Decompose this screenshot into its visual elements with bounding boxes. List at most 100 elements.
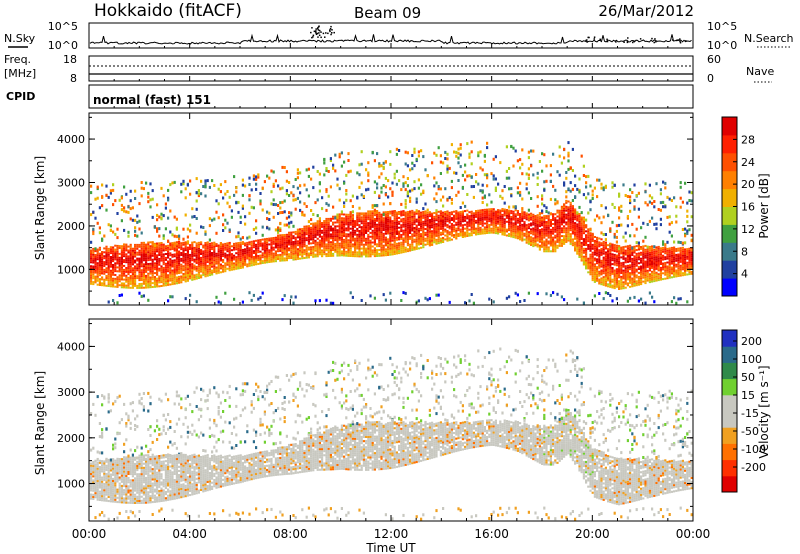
x-tick-label: 04:00: [172, 527, 207, 541]
noise-search-dot: [615, 41, 617, 43]
velocity-colorbar: 200 100 50 15 -15 -50 -100 -200: [721, 329, 766, 493]
freq-tick-bottom: 8: [70, 72, 77, 85]
power-colorbar-segment: [722, 134, 737, 154]
noise-search-dot: [318, 29, 321, 32]
nsky-label: N.Sky: [4, 32, 36, 45]
power-colorbar-segment: [722, 278, 737, 297]
noise-search-dot: [329, 27, 332, 30]
power-colorbar-tick-label: 16: [741, 201, 755, 214]
noise-tick-right-bottom: 10^0: [707, 39, 737, 52]
nave-tick-bottom: 0: [707, 72, 714, 85]
noise-search-dot: [329, 30, 331, 33]
nave-tick-top: 60: [707, 53, 721, 66]
velocity-colorbar-segment: [722, 362, 737, 380]
noise-search-dot: [318, 25, 320, 27]
noise-search-dot: [330, 25, 332, 28]
noise-search-dot: [318, 32, 320, 34]
y-tick-label: 2000: [57, 432, 85, 445]
freq-label: Freq.: [4, 53, 31, 66]
velocity-colorbar-segment: [722, 475, 737, 493]
noise-search-dot: [316, 27, 319, 30]
velocity-colorbar-tick-label: 100: [741, 353, 762, 366]
noise-search-dot: [586, 41, 589, 43]
noise-search-dot: [330, 33, 332, 36]
noise-search-dot: [312, 34, 315, 37]
velocity-colorbar-segment: [722, 427, 737, 444]
noise-search-dot: [327, 32, 329, 35]
noise-search-dot: [312, 36, 314, 38]
freq-tick-top: 18: [63, 53, 77, 66]
power-colorbar-segment: [722, 188, 737, 207]
date-title: 26/Mar/2012: [598, 2, 694, 20]
noise-tick-left-top: 10^5: [48, 20, 78, 33]
noise-search-dot: [588, 36, 590, 39]
nave-label: Nave: [746, 65, 774, 78]
station-title: Hokkaido (fitACF): [94, 1, 242, 21]
noise-search-dot: [325, 32, 327, 34]
x-tick-label: 00:00: [72, 527, 107, 541]
velocity-colorbar-tick-label: -200: [741, 461, 766, 474]
noise-search-dot: [627, 37, 629, 39]
velocity-colorbar-segment: [722, 378, 737, 396]
velocity-plot: 1000 2000 3000 4000 00:00 04:00 08:00 12:00 16:0…: [57, 318, 710, 541]
y-tick-label: 4000: [57, 133, 85, 146]
noise-search-dot: [316, 32, 319, 35]
noise-trace: [89, 25, 692, 45]
x-tick-label: 08:00: [273, 527, 308, 541]
cpid-label: CPID: [6, 90, 35, 103]
noise-search-dot: [320, 31, 322, 33]
velocity-ylabel: Slant Range [km]: [33, 371, 47, 475]
noise-search-dot: [626, 41, 629, 44]
noise-search-dot: [315, 28, 317, 30]
power-ylabel: Slant Range [km]: [33, 156, 47, 260]
cpid-panel: CPID normal (fast) 151: [6, 84, 694, 109]
noise-search-dot: [318, 34, 321, 37]
velocity-colorbar-tick-label: 50: [741, 371, 755, 384]
x-tick-label: 12:00: [374, 527, 409, 541]
noise-tick-left-bottom: 10^0: [48, 39, 78, 52]
velocity-colorbar-label: Velocity [m s⁻¹]: [757, 365, 771, 458]
beam-title: Beam 09: [354, 4, 421, 22]
noise-tick-right-top: 10^5: [707, 20, 737, 33]
y-tick-label: 1000: [57, 478, 85, 491]
noise-search-dot: [320, 36, 322, 39]
noise-search-dot: [315, 30, 317, 32]
noise-search-dot: [671, 39, 674, 41]
y-tick-label: 2000: [57, 220, 85, 233]
noise-search-dot: [311, 36, 313, 39]
power-colorbar-tick-label: 24: [741, 156, 755, 169]
power-colorbar-segment: [722, 260, 737, 279]
noise-search-dot: [679, 38, 681, 40]
noise-search-dot: [651, 37, 653, 40]
noise-search-dot: [322, 32, 325, 35]
noise-search-dot: [599, 38, 602, 41]
velocity-colorbar-segment: [722, 346, 737, 363]
power-colorbar-segment: [722, 152, 737, 172]
velocity-colorbar-tick-label: 15: [741, 389, 755, 402]
noise-search-dot: [654, 38, 656, 40]
nsearch-label: N.Search: [744, 32, 794, 45]
velocity-colorbar-frame: [721, 329, 738, 493]
noise-search-dot: [593, 38, 596, 40]
noise-search-dot: [333, 31, 335, 34]
power-colorbar-segment: [722, 170, 737, 190]
noise-search-dot: [685, 40, 687, 42]
power-colorbar-segment: [722, 206, 737, 225]
power-colorbar-tick-label: 4: [741, 268, 748, 281]
power-colorbar-tick-label: 20: [741, 178, 755, 191]
noise-search-dot: [331, 29, 333, 31]
noise-search-dot: [606, 38, 608, 41]
noise-search-dot: [675, 39, 678, 42]
noise-sky-line: [89, 33, 692, 45]
power-colorbar-segment: [722, 224, 737, 243]
noise-search-dot: [623, 41, 625, 43]
noise-search-dot: [311, 27, 313, 29]
power-colorbar: 4 8 12 16 20 24 28: [721, 116, 755, 297]
power-plot: 1000 2000 3000 4000: [57, 112, 694, 306]
velocity-colorbar-tick-label: -50: [741, 425, 759, 438]
noise-search-dot: [315, 32, 317, 34]
noise-search-dot: [677, 39, 679, 41]
noise-search-dot: [632, 41, 634, 44]
noise-search-dot: [317, 26, 320, 28]
